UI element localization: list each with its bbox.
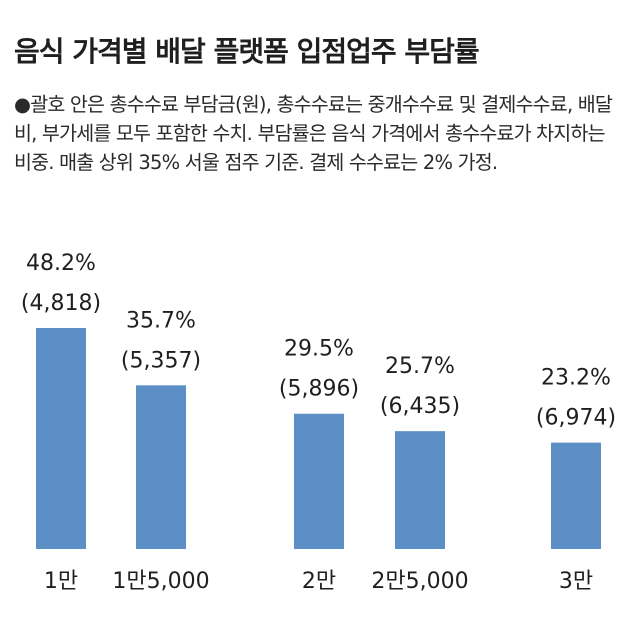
category-label: 2만 <box>302 569 336 594</box>
value-label: 25.7% <box>385 354 455 379</box>
value-label: 48.2% <box>26 251 96 276</box>
category-label: 2만5,000 <box>371 569 468 594</box>
category-label: 1만5,000 <box>112 569 209 594</box>
chart-note: ●괄호 안은 총수수료 부담금(원), 총수수료는 중개수수료 및 결제수수료,… <box>14 93 613 174</box>
fee-label: (6,435) <box>380 394 460 419</box>
value-label: 35.7% <box>126 308 196 333</box>
bar <box>136 385 186 549</box>
bar <box>395 431 445 549</box>
bar <box>551 442 601 549</box>
bar <box>36 328 86 549</box>
fee-label: (5,896) <box>279 377 359 402</box>
category-label: 1만 <box>44 569 78 594</box>
fee-label: (5,357) <box>121 348 201 373</box>
value-label: 23.2% <box>541 366 611 391</box>
chart-title: 음식 가격별 배달 플랫폼 입점업주 부담률 <box>14 35 480 68</box>
fee-label: (4,818) <box>21 291 101 316</box>
bar <box>294 413 344 549</box>
value-label: 29.5% <box>284 337 354 362</box>
fee-label: (6,974) <box>536 406 616 431</box>
category-label: 3만 <box>559 569 593 594</box>
